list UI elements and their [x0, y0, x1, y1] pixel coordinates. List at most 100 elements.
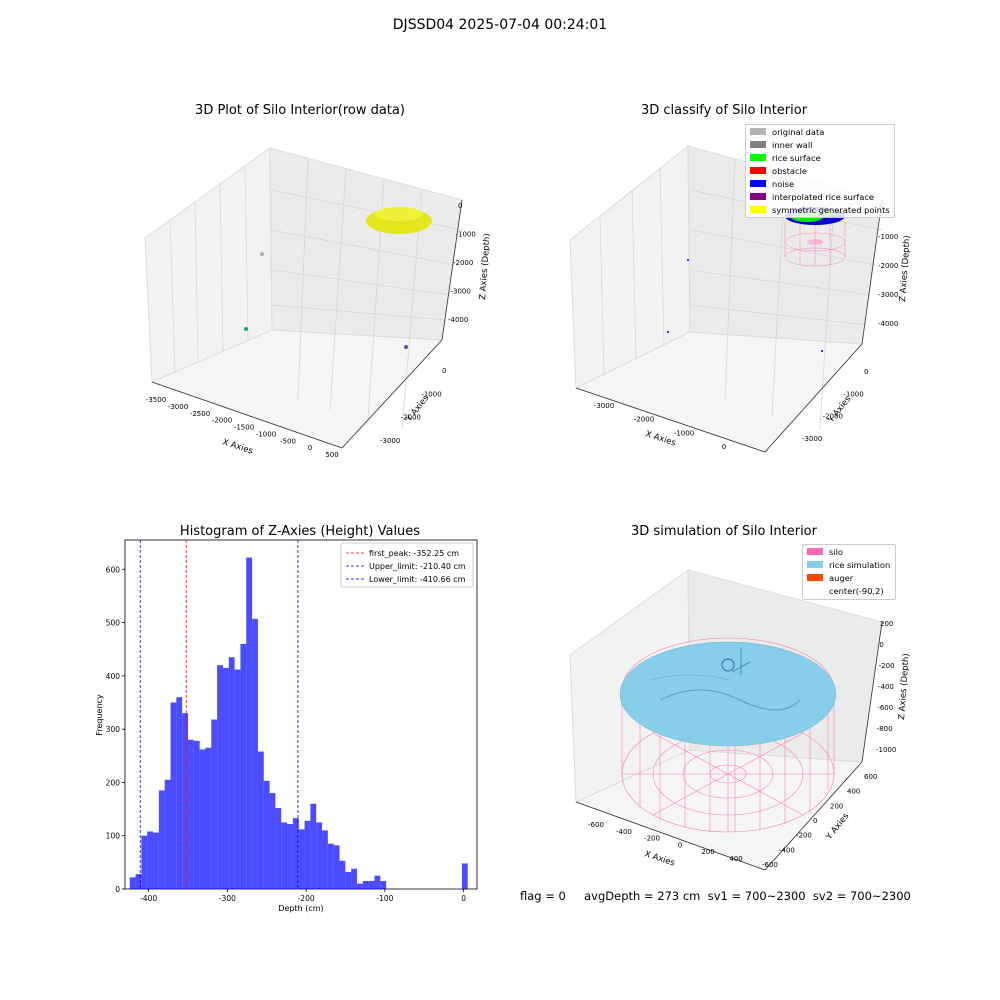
histogram-bar — [269, 793, 276, 889]
p1-x-tick: 500 — [325, 451, 338, 459]
p1-x-tick: -2500 — [190, 410, 210, 418]
p4-z-tick: 0 — [879, 641, 883, 649]
histogram-legend — [340, 542, 474, 588]
p1-y-tick: 0 — [442, 367, 446, 375]
p4-y-tick: 200 — [830, 802, 843, 810]
p1-z-tick: -4000 — [448, 316, 468, 324]
simulation-legend-item: silo — [803, 545, 895, 558]
p2-x-tick: -1000 — [674, 429, 694, 437]
panel-title-classify: 3D classify of Silo Interior — [640, 103, 808, 118]
p4-x-tick: -600 — [588, 821, 604, 829]
histogram-bar — [333, 845, 340, 889]
histogram-bar — [374, 875, 381, 889]
histogram-x-tick: -200 — [298, 894, 315, 903]
p4-z-tick: -1000 — [876, 746, 896, 754]
histogram-y-tick: 500 — [106, 619, 121, 628]
histogram-bar — [275, 808, 282, 889]
p1-y-tick: -3000 — [380, 437, 400, 445]
simulation-legend-label: center(-90,2) — [829, 585, 884, 596]
simulation-legend-label: auger — [829, 572, 854, 583]
classify-legend-label: symmetric generated points — [772, 204, 890, 215]
simulation-legend-label: silo — [829, 546, 844, 557]
simulation-legend-swatch — [807, 561, 823, 568]
histogram-bar — [234, 669, 241, 889]
simulation-legend-swatch — [807, 574, 823, 581]
histogram-bar — [176, 697, 183, 889]
histogram-legend-label: first_peak: -352.25 cm — [369, 549, 459, 558]
p1-x-tick: 0 — [308, 444, 312, 452]
p2-y-tick: -1000 — [843, 390, 863, 398]
histogram-bar — [147, 831, 154, 889]
p2-z-tick: -4000 — [878, 320, 898, 328]
histogram-bar — [158, 790, 165, 889]
simulation-legend-item: auger — [803, 571, 895, 584]
classify-legend-item: original data — [746, 125, 894, 138]
classify-legend-item: obstacle — [746, 164, 894, 177]
p2-x-tick: -3000 — [594, 402, 614, 410]
p2-y-axis-label: Y Axies — [826, 394, 854, 426]
classify-legend-swatch — [750, 128, 766, 135]
histogram-y-tick: 100 — [106, 832, 121, 841]
histogram-bar — [263, 780, 270, 889]
simulation-legend-label: rice simulation — [829, 559, 891, 570]
histogram-bar — [292, 818, 299, 889]
p1-x-tick: -500 — [280, 437, 296, 445]
histogram-x-label: Depth (cm) — [278, 904, 323, 913]
classify-legend-swatch — [750, 180, 766, 187]
p4-z-tick: -200 — [879, 662, 895, 670]
classify-legend-label: original data — [772, 126, 825, 137]
histogram-chart: -400 -300 -200 -100 0 0 100 200 300 400 500 600 De… — [95, 539, 478, 913]
classify-legend-item: symmetric generated points — [746, 203, 894, 216]
classify-legend-swatch — [750, 154, 766, 161]
p4-x-axis-label: X Axies — [643, 849, 676, 868]
simulation-legend-swatch — [807, 587, 823, 594]
histogram-bar — [339, 860, 346, 889]
p4-x-tick: -200 — [644, 835, 660, 843]
histogram-bar — [141, 835, 148, 889]
p2-y-tick: 0 — [864, 368, 868, 376]
histogram-bar — [461, 863, 468, 889]
p2-z-tick: -1000 — [878, 233, 898, 241]
p2-x-tick: -2000 — [634, 416, 654, 424]
panel-title-simulation: 3D simulation of Silo Interior — [631, 524, 817, 539]
p1-z-tick: -3000 — [451, 288, 471, 296]
p2-y-tick: -2000 — [823, 413, 843, 421]
p1-y-tick: -2000 — [401, 414, 421, 422]
p2-x-tick: 0 — [722, 443, 726, 451]
classify-legend-label: rice surface — [772, 152, 821, 163]
histogram-legend-label: Upper_limit: -210.40 cm — [369, 562, 466, 571]
p1-x-axis-label: X Axies — [221, 437, 254, 456]
histogram-bar — [356, 883, 363, 889]
figure-title: DJSSD04 2025-07-04 00:24:01 — [392, 17, 608, 33]
histogram-x-tick: -400 — [140, 894, 157, 903]
classify-legend-label: inner wall — [772, 139, 813, 150]
p4-y-tick: 0 — [813, 817, 817, 825]
p1-z-tick: -2000 — [453, 259, 473, 267]
histogram-bar — [252, 618, 258, 889]
p2-y-tick: -3000 — [802, 435, 822, 443]
histogram-bar — [287, 823, 293, 889]
p2-x-axis-label: X Axies — [644, 429, 677, 448]
histogram-bar — [246, 557, 253, 889]
histogram-bar — [345, 871, 352, 889]
histogram-bar — [187, 739, 194, 889]
panel-title-histogram: Histogram of Z-Axies (Height) Values — [179, 524, 421, 539]
histogram-bar — [205, 747, 212, 889]
histogram-bar — [129, 877, 136, 889]
classify-legend-label: obstacle — [772, 165, 807, 176]
p1-x-tick: -3500 — [146, 396, 166, 404]
histogram-bar — [240, 643, 247, 889]
histogram-bar — [362, 881, 369, 889]
simulation-legend: silo rice simulation auger center(-90,2) — [802, 544, 896, 600]
classify-legend-item: interpolated rice surface — [746, 190, 894, 203]
p4-y-tick: -600 — [762, 861, 778, 869]
p1-x-tick: -1500 — [234, 424, 254, 432]
p2-z-axis-label: Z Axies (Depth) — [898, 235, 913, 302]
histogram-bar — [368, 881, 375, 889]
p4-x-tick: 200 — [701, 848, 714, 856]
simulation-legend-item: rice simulation — [803, 558, 895, 571]
histogram-bar — [327, 843, 334, 889]
p4-z-tick: 200 — [880, 620, 893, 628]
simulation-legend-swatch — [807, 548, 823, 555]
